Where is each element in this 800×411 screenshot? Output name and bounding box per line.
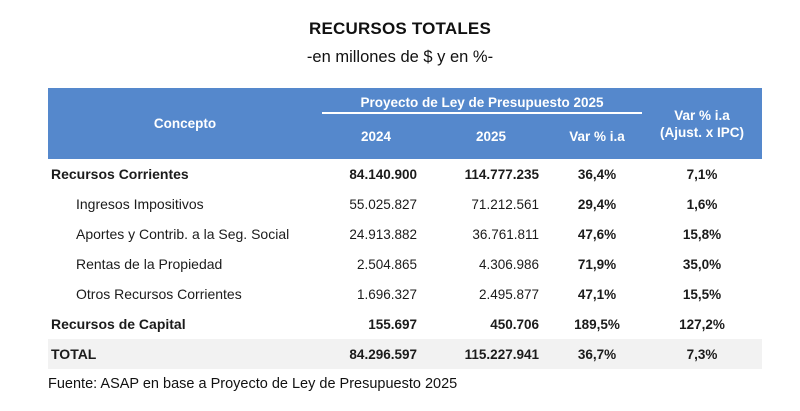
page-subtitle: -en millones de $ y en %- — [306, 48, 494, 66]
cell-2024: 55.025.827 — [349, 196, 417, 212]
cell-var-ia: 47,1% — [577, 286, 617, 302]
cell-var-ipc: 127,2% — [679, 316, 725, 332]
table-row-otros-recursos-corrientes: Otros Recursos Corrientes 1.696.327 2.49… — [48, 279, 762, 309]
table-row-total: TOTAL 84.296.597 115.227.941 36,7% 7,3% — [48, 339, 763, 369]
cell-var-ipc: 15,8% — [682, 226, 722, 242]
page-title: RECURSOS TOTALES — [308, 19, 492, 38]
cell-2024: 1.696.327 — [356, 286, 417, 302]
cell-var-ipc: 35,0% — [682, 256, 722, 272]
cell-2025: 4.306.986 — [478, 256, 539, 272]
source-note: Fuente: ASAP en base a Proyecto de Ley d… — [48, 376, 458, 392]
table-row-recursos-de-capital: Recursos de Capital 155.697 450.706 189,… — [48, 309, 762, 339]
cell-2025: 450.706 — [490, 316, 539, 332]
header-var-ia: Var % i.a — [552, 113, 643, 159]
table-header: Concepto Proyecto de Ley de Presupuesto … — [48, 88, 763, 159]
cell-var-ipc: 7,3% — [642, 339, 763, 369]
cell-concepto: Rentas de la Propiedad — [76, 256, 223, 272]
cell-concepto: Recursos de Capital — [51, 316, 186, 332]
header-2024: 2024 — [322, 113, 430, 159]
table-row-aportes-seg-social: Aportes y Contrib. a la Seg. Social 24.9… — [48, 219, 762, 249]
cell-var-ipc: 15,5% — [682, 286, 722, 302]
header-concepto: Concepto — [48, 88, 322, 159]
cell-var-ia: 71,9% — [577, 256, 617, 272]
cell-concepto: Ingresos Impositivos — [76, 196, 204, 212]
cell-var-ia: 36,7% — [552, 339, 643, 369]
cell-var-ia: 29,4% — [577, 196, 617, 212]
cell-2024: 84.140.900 — [349, 166, 417, 182]
cell-2025: 2.495.877 — [478, 286, 539, 302]
header-group-proyecto-2025: Proyecto de Ley de Presupuesto 2025 — [322, 88, 643, 114]
cell-2025: 114.777.235 — [464, 166, 539, 182]
table-row-ingresos-impositivos: Ingresos Impositivos 55.025.827 71.212.5… — [48, 189, 762, 219]
cell-2025: 115.227.941 — [430, 339, 552, 369]
cell-2025: 36.761.811 — [472, 226, 539, 242]
cell-var-ia: 36,4% — [577, 166, 617, 182]
cell-var-ia: 189,5% — [574, 316, 620, 332]
cell-2024: 155.697 — [368, 316, 417, 332]
table-row-recursos-corrientes: Recursos Corrientes 84.140.900 114.777.2… — [48, 159, 762, 189]
cell-var-ia: 47,6% — [577, 226, 617, 242]
cell-2024: 84.296.597 — [322, 339, 430, 369]
header-var-ipc-line2: (Ajust. x IPC) — [660, 124, 745, 140]
header-var-ipc-line1: Var % i.a — [674, 107, 730, 123]
table-body: Recursos Corrientes 84.140.900 114.777.2… — [48, 159, 763, 369]
table-row-rentas-propiedad: Rentas de la Propiedad 2.504.865 4.306.9… — [48, 249, 762, 279]
cell-2024: 24.913.882 — [349, 226, 417, 242]
cell-concepto: Aportes y Contrib. a la Seg. Social — [76, 226, 290, 242]
cell-concepto: TOTAL — [48, 339, 322, 369]
cell-var-ipc: 1,6% — [686, 196, 718, 212]
cell-concepto: Otros Recursos Corrientes — [76, 286, 242, 302]
header-var-ipc: Var % i.a (Ajust. x IPC) — [642, 88, 763, 159]
cell-concepto: Recursos Corrientes — [51, 166, 189, 182]
cell-var-ipc: 7,1% — [686, 166, 718, 182]
header-2025: 2025 — [430, 113, 552, 159]
cell-2024: 2.504.865 — [356, 256, 417, 272]
budget-table: Concepto Proyecto de Ley de Presupuesto … — [48, 88, 763, 369]
cell-2025: 71.212.561 — [471, 196, 539, 212]
